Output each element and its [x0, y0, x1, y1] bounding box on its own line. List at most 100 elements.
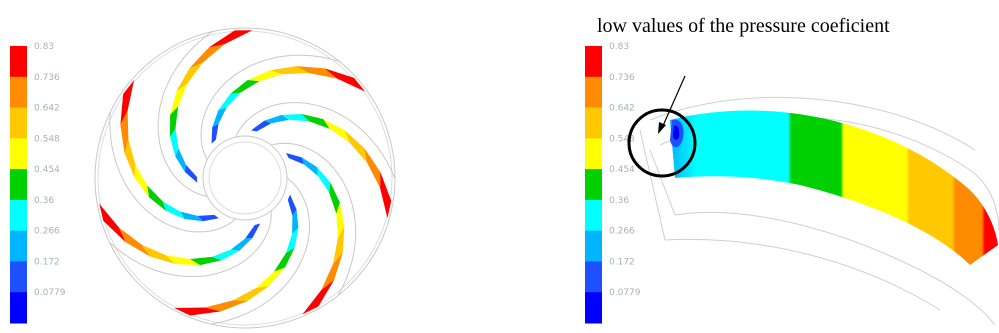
blade-segment: [247, 70, 283, 82]
blade-outline: [109, 210, 272, 278]
right-colorbar: 0.83 0.736 0.642 0.548 0.454 0.36 0.266 0.172 0.…: [585, 42, 641, 324]
blade-segment: [170, 128, 179, 157]
blade-segment: [274, 247, 295, 272]
blade-segment: [189, 256, 222, 266]
blade-segment: [324, 68, 366, 92]
blade-segment: [321, 252, 343, 290]
left-colorbar-band-7: [10, 261, 27, 293]
blade-segment: [170, 106, 179, 137]
annotation-arrow: [658, 75, 686, 134]
blade-segment: [380, 171, 392, 219]
blade-segment: [364, 148, 381, 189]
left-colorbar-tick-label: 0.454: [34, 165, 60, 175]
annotation-label: low values of the pressure coeficient: [597, 15, 890, 37]
blade-segment: [286, 227, 299, 254]
blade-segment: [230, 80, 260, 94]
blade-segment: [301, 157, 318, 176]
blade-segment: [197, 214, 219, 222]
right-colorbar-tick-label: 0.642: [609, 104, 635, 114]
left-colorbar-tick-label: 0.266: [34, 227, 60, 237]
left-colorbar: 0.83 0.736 0.642 0.548 0.454 0.36 0.266 0.172 0.…: [10, 42, 66, 324]
blade-segment: [165, 255, 201, 266]
blade-segment: [134, 164, 149, 198]
blade-outline: [210, 177, 311, 325]
blade-segment: [218, 92, 241, 110]
left-colorbar-tick-label: 0.642: [34, 104, 60, 114]
right-colorbar-band-2: [585, 107, 602, 139]
right-colorbar-band-7: [585, 261, 602, 293]
blade-segment: [256, 267, 286, 288]
right-colorbar-band-4: [585, 169, 602, 201]
blade-segment: [211, 123, 219, 144]
blade-segment: [323, 119, 350, 143]
right-colorbar-tick-label: 0.0779: [609, 288, 641, 298]
blade-segment: [212, 107, 227, 128]
impeller-full-view: [94, 27, 396, 329]
blade-segment: [180, 211, 203, 222]
blade-segment: [336, 202, 345, 238]
blade-segment: [162, 201, 185, 220]
right-colorbar-band-1: [585, 76, 602, 109]
blade-segment: [317, 167, 331, 193]
blade-segment: [329, 182, 340, 214]
blade-segment: [176, 62, 203, 92]
right-colorbar-tick-label: 0.266: [609, 227, 635, 237]
left-colorbar-band-5: [10, 199, 27, 232]
left-colorbar-tick-label: 0.36: [34, 196, 54, 206]
left-colorbar-band-8: [10, 292, 27, 324]
blade-segment: [174, 307, 221, 316]
blade-segment: [292, 209, 299, 234]
blade-segment: [124, 138, 136, 178]
left-colorbar-tick-label: 0.172: [34, 257, 60, 267]
blade-outline: [109, 112, 237, 233]
blade-segment: [302, 280, 335, 315]
blade-outline: [200, 54, 340, 161]
blade-outline: [157, 31, 213, 197]
blade-segment: [175, 148, 186, 172]
right-colorbar-band-5: [585, 199, 602, 232]
left-colorbar-band-6: [10, 230, 27, 262]
left-colorbar-tick-label: 0.548: [34, 134, 60, 144]
blade-segment: [296, 66, 338, 79]
left-colorbar-band-2: [10, 107, 27, 139]
right-colorbar-tick-label: 0.83: [609, 42, 629, 52]
blade-segment: [99, 203, 126, 243]
blade-segment: [285, 153, 304, 165]
blade-segment: [344, 130, 368, 163]
annotation-circle: [627, 108, 697, 178]
blade-segment: [301, 114, 330, 129]
blade-segment: [251, 120, 272, 132]
blade-segment: [287, 194, 297, 216]
blade-segment: [245, 223, 261, 239]
left-colorbar-tick-label: 0.736: [34, 73, 60, 83]
right-colorbar-band-3: [585, 138, 602, 170]
left-colorbar-band-4: [10, 169, 27, 201]
blade-segment: [208, 30, 253, 48]
blade-segment: [232, 285, 270, 301]
blade-outline: [235, 102, 396, 179]
blade-outline: [271, 142, 357, 296]
blade-channel: [670, 110, 998, 265]
blade-segment: [147, 185, 167, 212]
left-colorbar-tick-label: 0.0779: [34, 288, 66, 298]
blade-segment: [205, 300, 248, 312]
blade-segment: [120, 80, 135, 125]
left-colorbar-band-0: [10, 46, 27, 78]
blade-segment: [264, 114, 289, 124]
blade-segment: [184, 164, 198, 183]
right-colorbar-tick-label: 0.548: [609, 134, 635, 144]
blade-segment: [269, 66, 310, 75]
blade-segment: [118, 227, 151, 257]
blade-segment: [211, 249, 240, 261]
blade-segment: [230, 238, 253, 251]
right-colorbar-band-8: [585, 292, 602, 324]
left-colorbar-tick-label: 0.83: [34, 42, 54, 52]
right-colorbar-tick-label: 0.454: [609, 165, 635, 175]
blade-segment: [120, 110, 129, 154]
left-colorbar-band-1: [10, 76, 27, 109]
right-colorbar-tick-label: 0.736: [609, 73, 635, 83]
blade-segment: [189, 44, 225, 69]
right-colorbar-band-6: [585, 230, 602, 262]
right-colorbar-tick-label: 0.36: [609, 196, 629, 206]
blade-segment: [281, 114, 309, 122]
